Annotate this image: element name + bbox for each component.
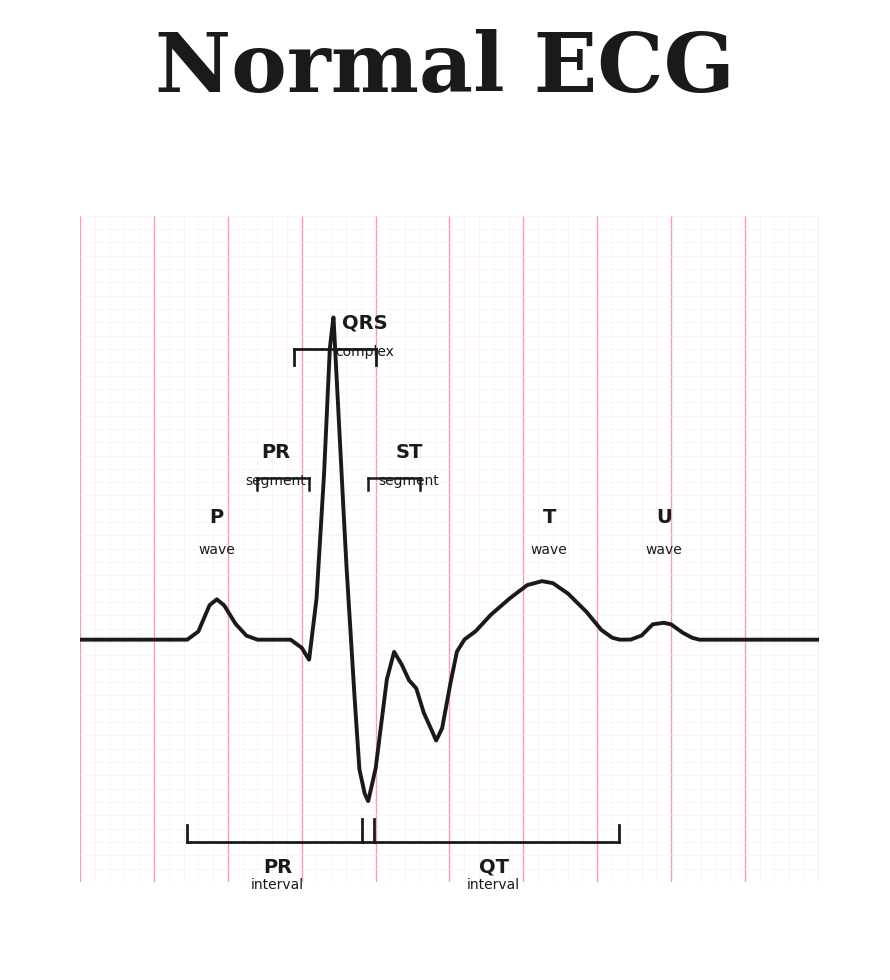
Text: PR: PR xyxy=(263,858,292,877)
Text: interval: interval xyxy=(467,878,521,892)
Text: P: P xyxy=(210,508,223,526)
Text: interval: interval xyxy=(251,878,304,892)
Text: T: T xyxy=(543,508,556,526)
Text: ST: ST xyxy=(395,443,423,462)
Text: complex: complex xyxy=(335,345,394,359)
Text: Normal ECG: Normal ECG xyxy=(155,29,735,110)
Text: segment: segment xyxy=(246,474,306,488)
Text: U: U xyxy=(656,508,672,526)
Text: segment: segment xyxy=(378,474,439,488)
Text: PR: PR xyxy=(262,443,290,462)
Text: wave: wave xyxy=(645,543,682,557)
Text: QRS: QRS xyxy=(342,314,387,333)
Text: wave: wave xyxy=(198,543,235,557)
Text: QT: QT xyxy=(479,858,509,877)
Text: wave: wave xyxy=(530,543,568,557)
